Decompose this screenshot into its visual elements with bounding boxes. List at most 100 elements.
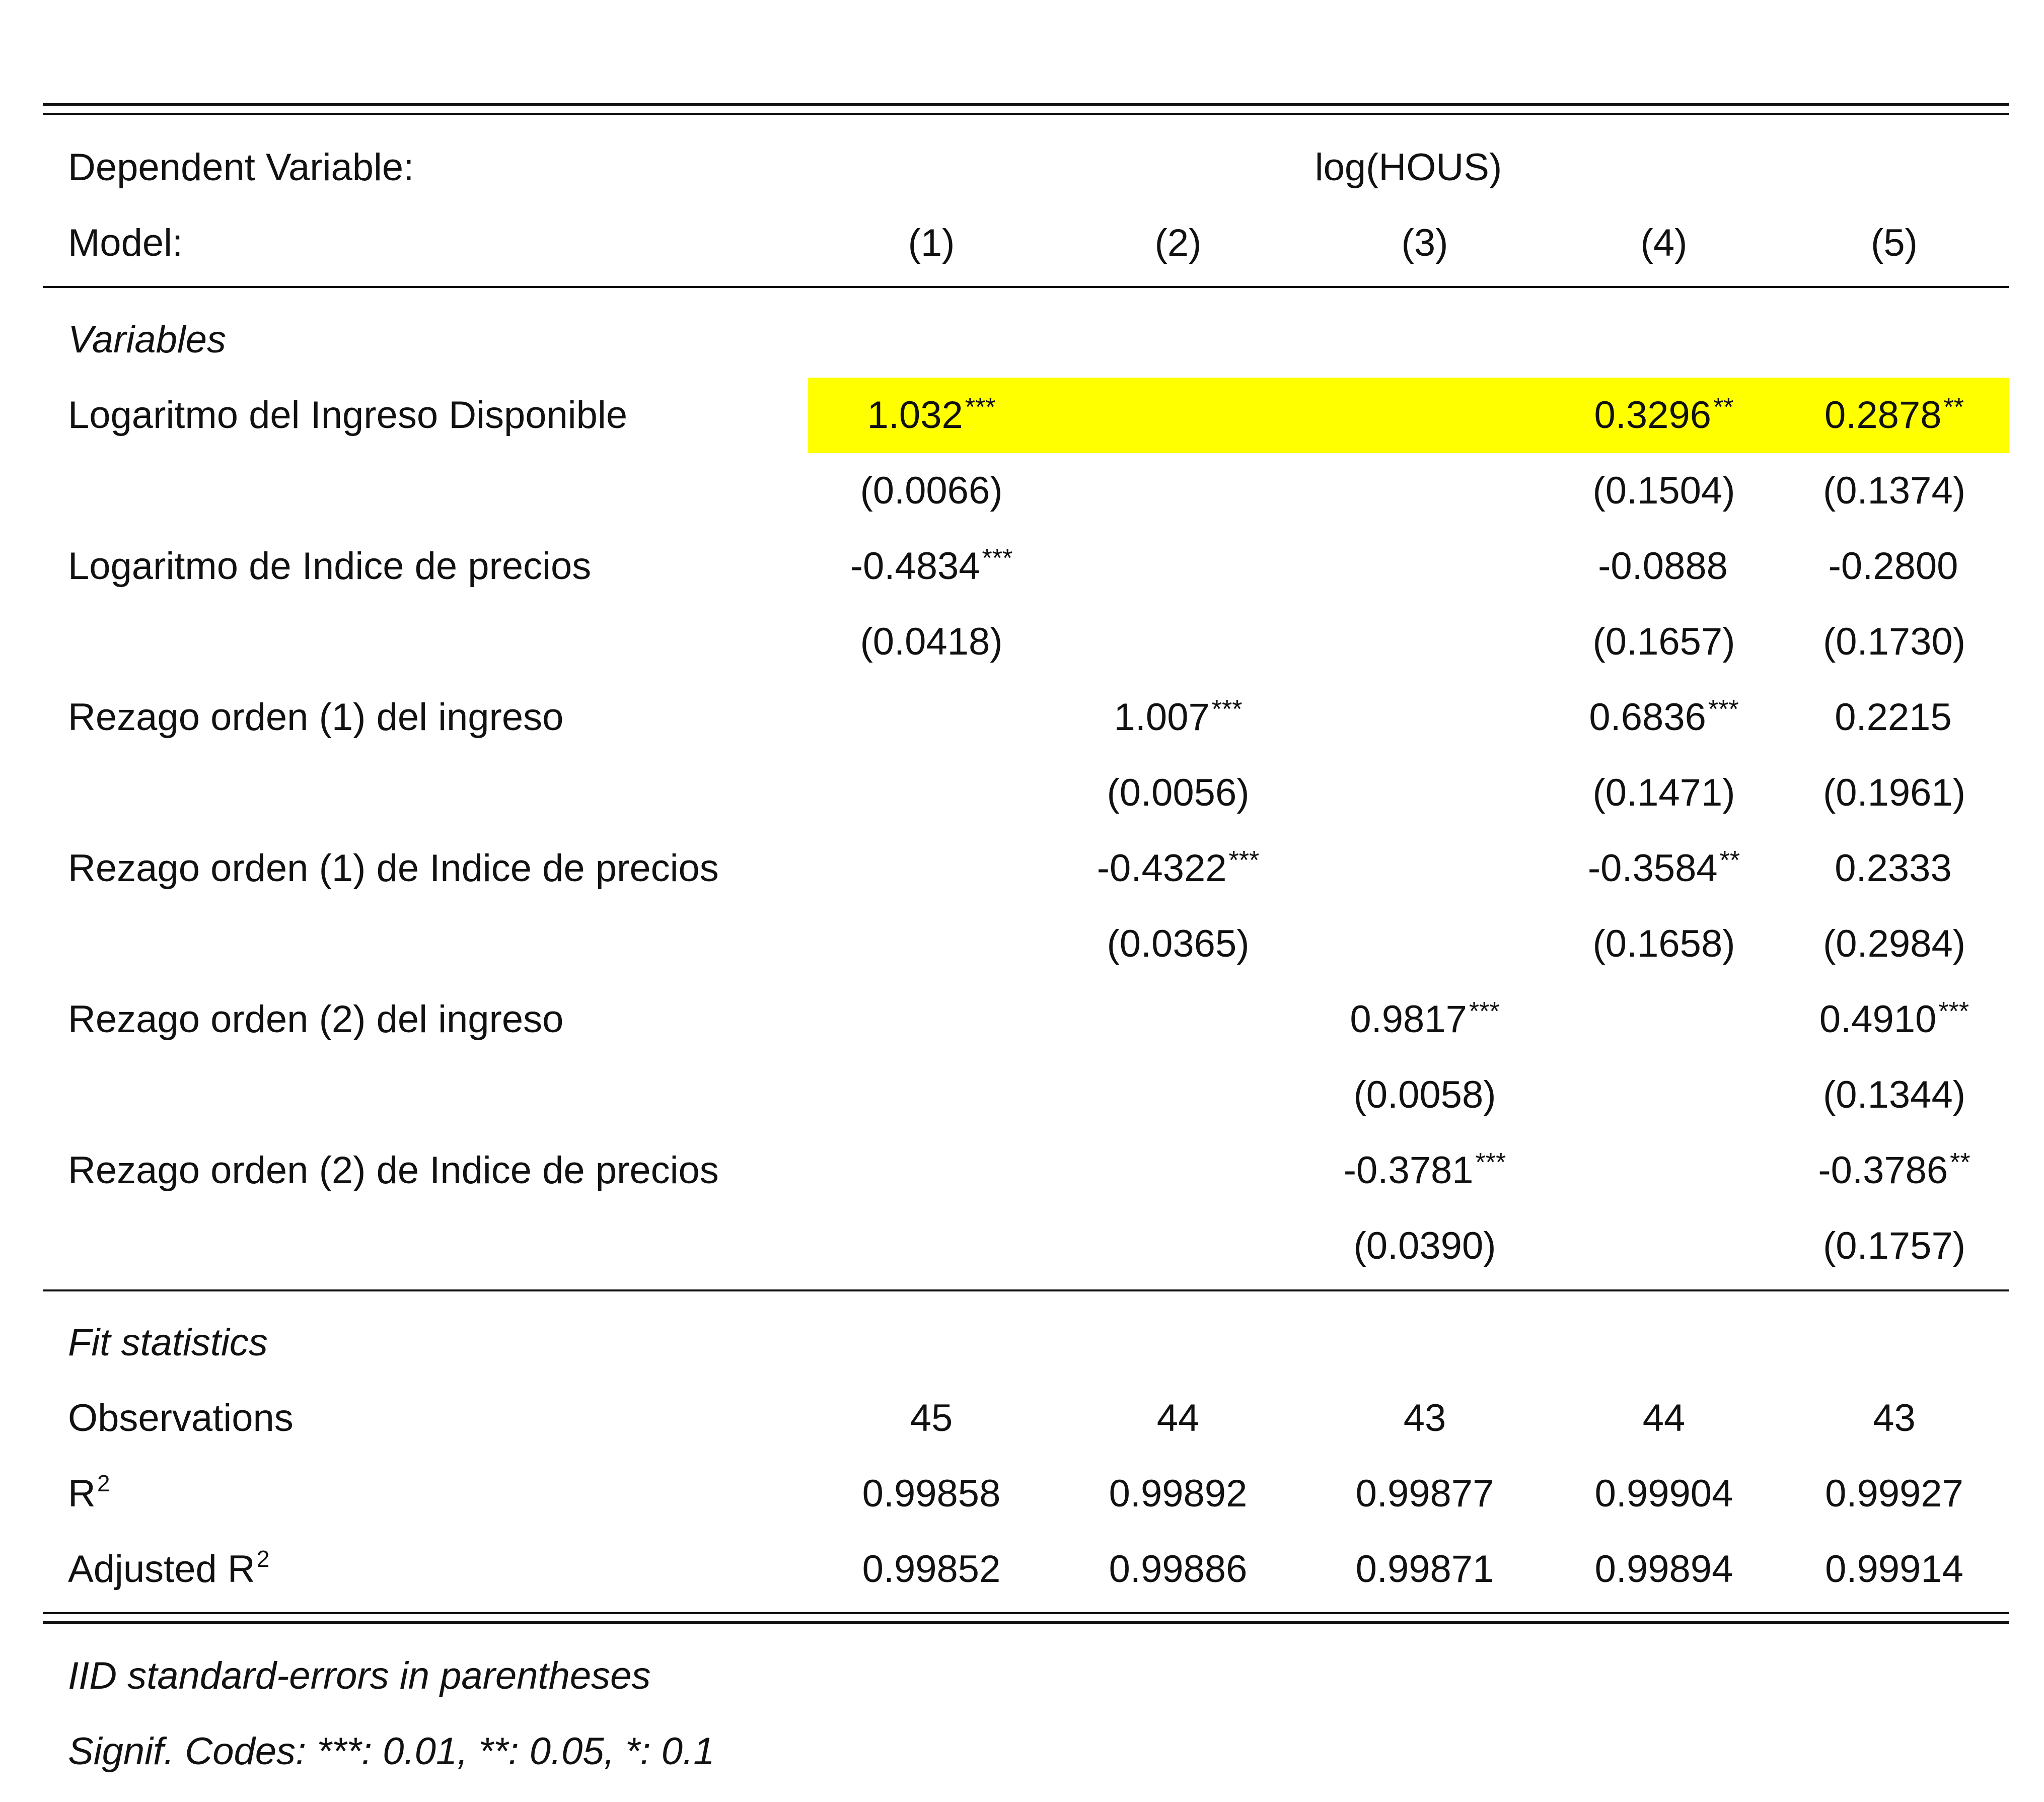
standard-error-cell [1301, 755, 1548, 831]
model-header: (2) [1154, 222, 1202, 264]
dependent-variable-label: Dependent Variable: [68, 146, 414, 189]
fit-section-title: Fit statistics [68, 1321, 268, 1364]
standard-error-cell [808, 1057, 1055, 1133]
coefficient-cell [1301, 529, 1548, 604]
significance-stars: ** [1713, 393, 1734, 422]
coefficient-cell [808, 982, 1055, 1057]
variable-label: Rezago orden (1) del ingreso [68, 696, 564, 739]
fit-value: 0.99914 [1825, 1548, 1963, 1591]
bottom-rule-outer [43, 1621, 2009, 1624]
coefficient-cell [1548, 982, 1780, 1057]
fit-section-row: Fit statistics [0, 1305, 2044, 1381]
fit-value: 0.99927 [1825, 1472, 1963, 1515]
standard-error-cell: (0.1374) [1822, 469, 1966, 512]
coefficient-cell: 0.6836*** [1589, 695, 1739, 739]
dependent-variable-row: Dependent Variable: log(HOUS) [0, 130, 2044, 205]
variable-label: Rezago orden (1) de Indice de precios [68, 847, 719, 890]
significance-stars: *** [1469, 997, 1500, 1026]
standard-error-cell: (0.1504) [1592, 469, 1735, 512]
standard-error-row: (0.0058) (0.1344) [0, 1057, 2044, 1133]
coefficient-cell [1055, 1133, 1301, 1208]
coefficient-cell: -0.2800 [1828, 545, 1958, 588]
coefficient-cell [1055, 982, 1301, 1057]
standard-error-row: (0.0056) (0.1471) (0.1961) [0, 755, 2044, 831]
standard-error-cell [1548, 1208, 1780, 1284]
standard-error-cell: (0.0365) [1107, 922, 1250, 965]
coefficient-row: Logaritmo de Indice de precios -0.4834**… [0, 529, 2044, 604]
standard-error-cell: (0.1657) [1592, 620, 1735, 663]
standard-error-cell [1301, 453, 1548, 529]
fit-value: 45 [910, 1397, 953, 1439]
fit-label: Observations [68, 1397, 294, 1439]
standard-error-cell [808, 906, 1055, 982]
standard-error-cell: (0.2984) [1822, 922, 1966, 965]
significance-stars: ** [1943, 393, 1964, 422]
standard-error-cell: (0.0390) [1353, 1224, 1496, 1267]
variables-section-row: Variables [0, 302, 2044, 378]
coefficient-cell: 0.2215 [1835, 696, 1952, 739]
standard-error-row: (0.0066) (0.1504) (0.1374) [0, 453, 2044, 529]
variable-label: Logaritmo del Ingreso Disponible [68, 394, 628, 437]
standard-error-cell [1301, 906, 1548, 982]
coefficient-cell: 1.032*** [867, 393, 996, 437]
coefficient-cell: 0.3296** [1594, 393, 1734, 437]
fit-value: 43 [1403, 1397, 1446, 1439]
coefficient-cell [1548, 1133, 1780, 1208]
significance-stars: *** [1708, 695, 1739, 724]
model-label: Model: [68, 222, 183, 264]
header-rule [43, 286, 2009, 288]
coefficient-row: Rezago orden (2) de Indice de precios -0… [0, 1133, 2044, 1208]
top-rule-inner [43, 113, 2009, 115]
standard-error-cell: (0.0066) [860, 469, 1003, 512]
coefficient-cell [808, 831, 1055, 906]
coefficient-row: Rezago orden (1) de Indice de precios -0… [0, 831, 2044, 906]
coefficient-cell: -0.3786** [1818, 1148, 1970, 1192]
significance-stars: *** [1475, 1148, 1506, 1177]
significance-stars: *** [982, 544, 1013, 573]
coefficient-cell: -0.3584** [1587, 846, 1740, 890]
coefficient-cell: -0.3781*** [1343, 1148, 1506, 1192]
significance-stars: *** [965, 393, 996, 422]
standard-error-cell [808, 755, 1055, 831]
fit-row: Observations 45 44 43 44 43 [0, 1381, 2044, 1456]
coefficient-row: Logaritmo del Ingreso Disponible 1.032**… [0, 378, 2044, 453]
fit-value: 0.99858 [862, 1472, 1001, 1515]
standard-error-cell [808, 1208, 1055, 1284]
significance-stars: *** [1228, 846, 1260, 875]
standard-error-cell [1055, 1057, 1301, 1133]
section-rule [43, 1289, 2009, 1291]
fit-value: 0.99871 [1355, 1548, 1494, 1591]
fit-value: 0.99886 [1109, 1548, 1248, 1591]
significance-stars: ** [1950, 1148, 1970, 1177]
standard-error-cell: (0.1730) [1822, 620, 1966, 663]
coefficient-row: Rezago orden (1) del ingreso 1.007*** 0.… [0, 680, 2044, 755]
significance-stars: ** [1719, 846, 1740, 875]
coefficient-cell: 0.9817*** [1350, 997, 1500, 1041]
standard-error-cell: (0.1344) [1822, 1073, 1966, 1116]
variables-section-title: Variables [68, 318, 227, 361]
coefficient-cell [1301, 680, 1548, 755]
fit-value: 0.99892 [1109, 1472, 1248, 1515]
significance-stars: *** [1938, 997, 1969, 1026]
standard-error-cell: (0.0418) [860, 620, 1003, 663]
standard-error-cell [1055, 604, 1301, 680]
standard-error-cell: (0.0056) [1107, 771, 1250, 814]
fit-value: 0.99852 [862, 1548, 1001, 1591]
variable-label: Rezago orden (2) de Indice de precios [68, 1149, 719, 1192]
variable-label: Rezago orden (2) del ingreso [68, 998, 564, 1041]
standard-error-cell [1548, 1057, 1780, 1133]
model-header: (1) [908, 222, 955, 264]
standard-error-cell: (0.0058) [1353, 1073, 1496, 1116]
model-header: (3) [1401, 222, 1448, 264]
model-header: (5) [1871, 222, 1918, 264]
coefficient-cell: -0.4834*** [850, 544, 1013, 588]
bottom-rule-inner [43, 1612, 2009, 1614]
fit-label: Adjusted R2 [68, 1546, 270, 1591]
standard-error-cell [1301, 604, 1548, 680]
standard-error-cell: (0.1757) [1822, 1224, 1966, 1267]
fit-value: 43 [1873, 1397, 1916, 1439]
coefficient-row: Rezago orden (2) del ingreso 0.9817*** 0… [0, 982, 2044, 1057]
fit-row: R2 0.99858 0.99892 0.99877 0.99904 0.999… [0, 1456, 2044, 1532]
coefficient-cell [1055, 529, 1301, 604]
fit-value: 0.99877 [1355, 1472, 1494, 1515]
